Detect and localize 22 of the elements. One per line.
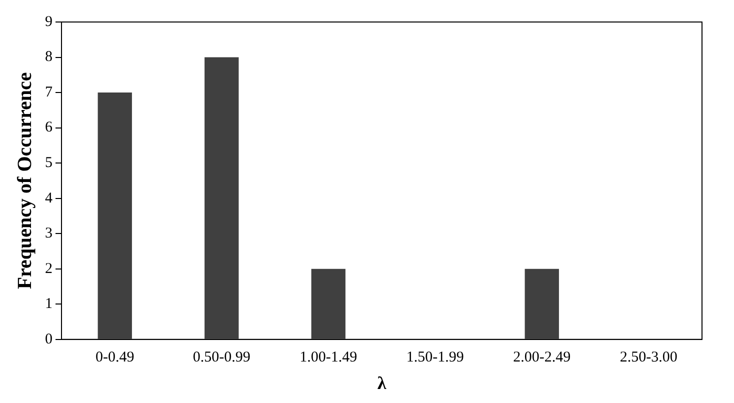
y-tick-label: 8 xyxy=(45,49,52,66)
bar xyxy=(524,268,559,339)
x-tick-label: 0.50-0.99 xyxy=(192,349,250,366)
y-tick-label: 0 xyxy=(45,331,52,348)
y-axis-title: Frequency of Occurrence xyxy=(14,72,36,290)
bar xyxy=(98,92,132,339)
x-tick-label: 1.50-1.99 xyxy=(406,349,464,366)
x-tick-label: 2.00-2.49 xyxy=(513,349,571,366)
y-tick-label: 7 xyxy=(45,84,53,100)
x-tick-label: 0-0.49 xyxy=(96,349,134,366)
bar xyxy=(204,57,239,339)
y-tick-label: 6 xyxy=(45,120,53,136)
y-tick-label: 3 xyxy=(45,226,52,242)
x-tick-label: 1.00-1.49 xyxy=(300,349,358,366)
bar xyxy=(311,268,346,339)
y-tick-label: 2 xyxy=(45,260,52,277)
y-tick-label: 1 xyxy=(45,296,52,312)
y-tick-label: 9 xyxy=(45,14,52,30)
x-axis-title: λ xyxy=(377,372,386,393)
y-tick-label: 4 xyxy=(45,190,53,206)
y-tick-label: 5 xyxy=(45,155,52,172)
x-tick-label: 2.50-3.00 xyxy=(620,349,678,366)
